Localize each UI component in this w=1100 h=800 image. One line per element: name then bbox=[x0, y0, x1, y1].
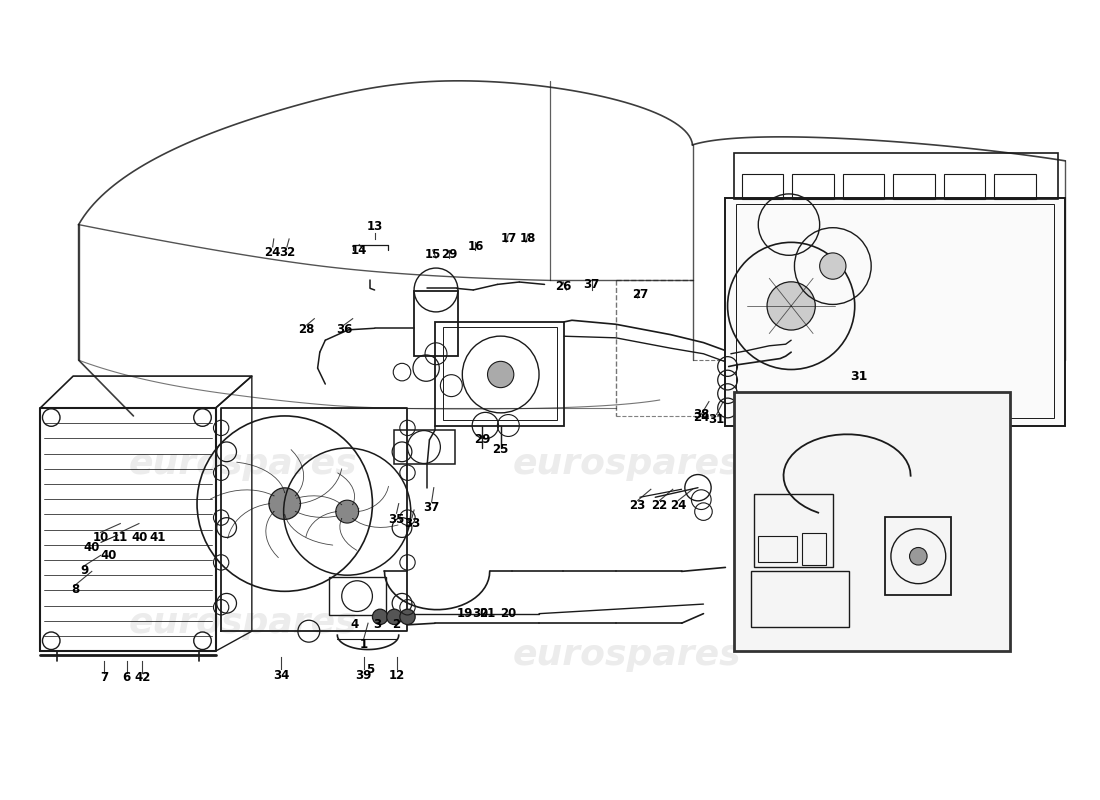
Text: 24: 24 bbox=[693, 411, 710, 424]
Circle shape bbox=[487, 362, 514, 388]
Circle shape bbox=[336, 500, 359, 523]
Bar bbox=[442, 327, 557, 420]
Bar bbox=[843, 174, 884, 199]
Text: 40: 40 bbox=[84, 541, 100, 554]
Text: 21: 21 bbox=[480, 607, 496, 620]
Text: 1: 1 bbox=[360, 638, 367, 651]
Text: 23: 23 bbox=[629, 498, 646, 512]
Text: 31: 31 bbox=[850, 370, 868, 382]
Text: 24: 24 bbox=[670, 498, 686, 512]
Text: 26: 26 bbox=[556, 280, 571, 294]
Text: 41: 41 bbox=[150, 530, 166, 544]
Text: 27: 27 bbox=[631, 288, 648, 302]
Bar bbox=[734, 153, 1057, 199]
Text: eurospares: eurospares bbox=[129, 446, 358, 481]
Text: 19: 19 bbox=[456, 607, 473, 620]
Text: eurospares: eurospares bbox=[129, 606, 358, 640]
Text: 38: 38 bbox=[693, 408, 710, 421]
Circle shape bbox=[910, 547, 927, 565]
Text: 7: 7 bbox=[100, 671, 108, 684]
Text: 24: 24 bbox=[264, 246, 280, 259]
Bar bbox=[434, 322, 564, 426]
Bar bbox=[893, 174, 935, 199]
Text: 33: 33 bbox=[404, 517, 420, 530]
Text: 15: 15 bbox=[425, 249, 441, 262]
Text: 14: 14 bbox=[351, 244, 367, 257]
Bar bbox=[741, 174, 783, 199]
Circle shape bbox=[268, 488, 300, 519]
Bar bbox=[750, 571, 849, 627]
Text: 29: 29 bbox=[474, 434, 491, 446]
Bar bbox=[792, 174, 834, 199]
Circle shape bbox=[820, 253, 846, 279]
Text: 36: 36 bbox=[336, 323, 352, 336]
Text: eurospares: eurospares bbox=[513, 446, 741, 481]
Bar bbox=[734, 392, 1011, 651]
Text: 9: 9 bbox=[80, 564, 88, 577]
Text: 32: 32 bbox=[278, 246, 295, 259]
Text: 13: 13 bbox=[366, 220, 383, 233]
Text: 40: 40 bbox=[132, 530, 148, 544]
Text: 5: 5 bbox=[366, 663, 374, 676]
Text: 11: 11 bbox=[112, 530, 129, 544]
Text: 12: 12 bbox=[388, 669, 405, 682]
Circle shape bbox=[399, 609, 415, 625]
Text: 35: 35 bbox=[388, 513, 405, 526]
Bar bbox=[758, 536, 796, 562]
Text: 6: 6 bbox=[123, 671, 131, 684]
Bar bbox=[802, 533, 826, 565]
Text: 20: 20 bbox=[500, 607, 517, 620]
Bar bbox=[754, 494, 833, 567]
Bar bbox=[414, 290, 458, 356]
Text: 28: 28 bbox=[298, 323, 315, 336]
Text: 30: 30 bbox=[472, 607, 488, 620]
Circle shape bbox=[387, 609, 402, 625]
Text: eurospares: eurospares bbox=[513, 638, 741, 672]
Circle shape bbox=[373, 609, 388, 625]
Text: 34: 34 bbox=[273, 669, 289, 682]
Text: 31: 31 bbox=[708, 414, 725, 426]
Bar bbox=[886, 517, 952, 595]
Text: 22: 22 bbox=[651, 498, 668, 512]
Text: 37: 37 bbox=[424, 501, 440, 514]
Bar bbox=[394, 430, 454, 464]
Text: 10: 10 bbox=[92, 530, 109, 544]
Bar bbox=[994, 174, 1035, 199]
Text: 3: 3 bbox=[373, 618, 381, 631]
Bar bbox=[944, 174, 986, 199]
Bar bbox=[725, 198, 1065, 426]
Text: 18: 18 bbox=[520, 233, 537, 246]
Bar bbox=[329, 577, 386, 615]
Text: 29: 29 bbox=[441, 249, 458, 262]
Text: 39: 39 bbox=[355, 669, 372, 682]
Bar bbox=[736, 204, 1054, 418]
Text: 40: 40 bbox=[100, 549, 117, 562]
Text: 4: 4 bbox=[351, 618, 359, 631]
Text: 42: 42 bbox=[134, 671, 151, 684]
Text: 2: 2 bbox=[393, 618, 400, 631]
Text: 37: 37 bbox=[583, 278, 600, 291]
Text: 8: 8 bbox=[72, 583, 79, 596]
Text: 25: 25 bbox=[493, 443, 509, 456]
Text: 16: 16 bbox=[468, 241, 484, 254]
Text: 17: 17 bbox=[500, 233, 517, 246]
Circle shape bbox=[767, 282, 815, 330]
